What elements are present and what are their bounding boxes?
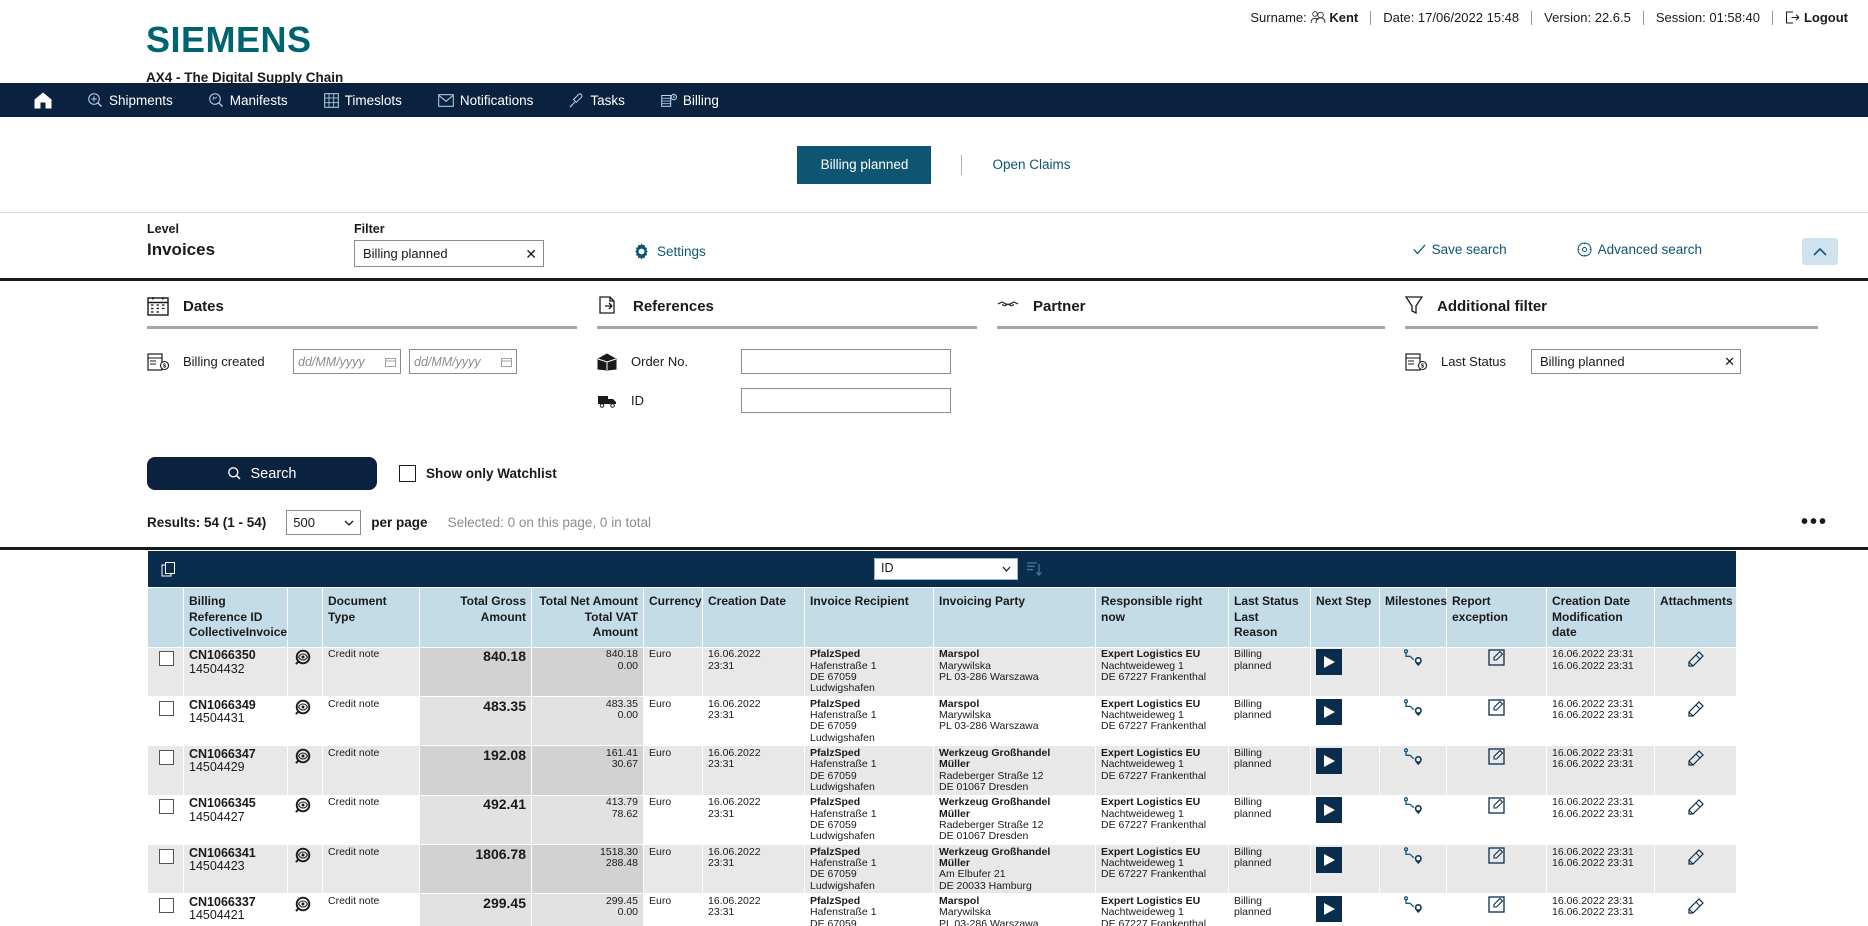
svg-text:$: $ [673,95,675,99]
svg-text:$: $ [163,363,166,369]
svg-text:$: $ [1421,363,1424,369]
